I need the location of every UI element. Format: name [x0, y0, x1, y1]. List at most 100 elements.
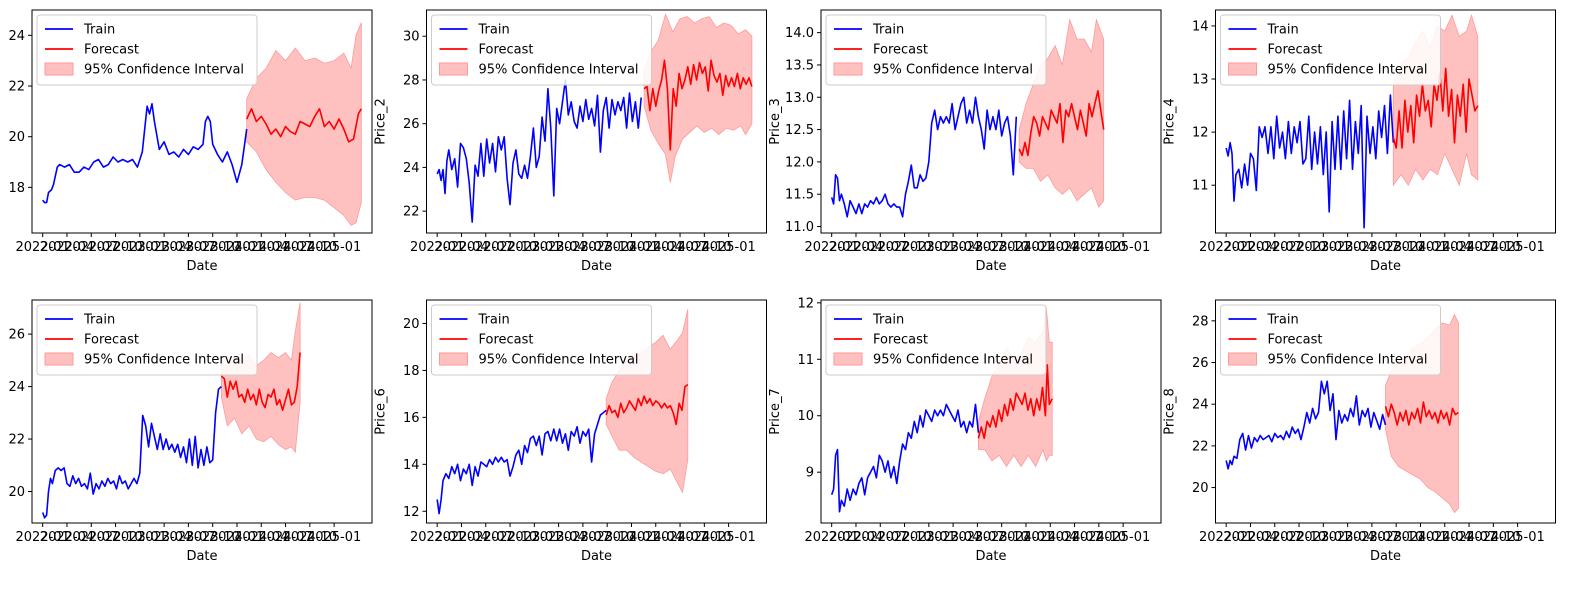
x-tick-label: 2024-01 [1393, 530, 1447, 545]
x-tick-label: 2023-10 [1369, 240, 1423, 255]
legend-box [1220, 304, 1441, 376]
y-tick-label: 20 [1192, 481, 1209, 496]
legend: Train Forecast 95% Confidence Interval [431, 304, 652, 376]
y-axis-label: Price_2 [374, 98, 389, 144]
y-tick-label: 14.0 [785, 26, 814, 41]
x-tick-label: 2024-04 [234, 240, 288, 255]
axes-frame [31, 299, 373, 524]
x-tick-label: 2024-04 [1023, 240, 1077, 255]
legend: Train Forecast 95% Confidence Interval [1220, 304, 1441, 376]
x-tick-label: 2022-01 [410, 240, 464, 255]
x-tick-label: 2022-10 [1272, 530, 1326, 545]
axes-frame [426, 299, 767, 524]
axes-frame [820, 9, 1162, 234]
y-tick-label: 28 [1192, 314, 1209, 329]
x-tick-label: 2023-01 [113, 530, 167, 545]
train-line [42, 103, 248, 204]
x-tick-label: 2024-10 [677, 240, 731, 255]
y-tick-label: 13.5 [785, 58, 814, 73]
x-tick-label: 2024-01 [604, 530, 658, 545]
x-tick-label: 2023-01 [113, 240, 167, 255]
x-tick-label: 2024-07 [1047, 530, 1101, 545]
x-tick-label: 2024-04 [1023, 530, 1077, 545]
legend: Train Forecast 95% Confidence Interval [36, 14, 258, 86]
x-tick-label: 2022-10 [88, 530, 142, 545]
chart-panel-6: 12141618202022-012022-042022-072022-1020… [374, 299, 767, 564]
x-tick-label: 2022-04 [829, 240, 883, 255]
x-tick-label: 2023-04 [531, 530, 585, 545]
x-tick-label: 2023-04 [926, 530, 980, 545]
y-axis-label: Price_7 [768, 388, 783, 434]
x-tick-label: 2022-10 [483, 530, 537, 545]
x-tick-label: 2023-10 [580, 240, 634, 255]
y-tick-label: 11 [797, 353, 814, 368]
y-tick-label: 26 [403, 117, 420, 132]
y-tick-label: 12.5 [785, 123, 814, 138]
x-tick-label: 2023-07 [950, 240, 1004, 255]
x-tick-label: 2023-10 [975, 530, 1029, 545]
train-line [436, 79, 642, 223]
chart-panel-5: 202224262022-012022-042022-072022-102023… [8, 299, 373, 564]
forecast-line [1384, 401, 1459, 426]
y-tick-label: 16 [403, 411, 420, 426]
x-tick-label: 2023-01 [507, 240, 561, 255]
legend-box [431, 14, 652, 86]
x-tick-label: 2023-01 [507, 530, 561, 545]
legend-label-ci: 95% Confidence Interval [479, 353, 639, 368]
legend-swatch-ci [439, 352, 468, 366]
x-tick-label: 2024-01 [999, 530, 1053, 545]
forecast-line [605, 383, 689, 426]
x-tick-label: 2025-01 [1096, 530, 1150, 545]
legend-swatch-ci [44, 62, 74, 76]
legend-label-forecast: Forecast [479, 43, 534, 58]
legend-box [36, 304, 258, 376]
x-tick-label: 2024-10 [1466, 240, 1520, 255]
legend-label-ci: 95% Confidence Interval [84, 353, 244, 368]
x-tick-label: 2022-01 [805, 530, 859, 545]
y-tick-label: 18 [403, 364, 420, 379]
legend: Train Forecast 95% Confidence Interval [1220, 14, 1441, 86]
x-tick-label: 2023-01 [1296, 240, 1350, 255]
x-tick-label: 2024-04 [234, 530, 288, 545]
x-tick-label: 2023-10 [580, 530, 634, 545]
x-tick-label: 2022-10 [1272, 240, 1326, 255]
x-axis-label: Date [186, 259, 217, 274]
y-tick-label: 22 [1192, 439, 1209, 454]
x-tick-label: 2023-01 [902, 530, 956, 545]
axes-frame [1215, 299, 1556, 524]
legend-label-train: Train [872, 313, 904, 328]
x-tick-label: 2025-01 [1490, 240, 1544, 255]
x-tick-label: 2023-04 [1320, 240, 1374, 255]
x-tick-label: 2023-07 [161, 530, 215, 545]
x-tick-label: 2022-01 [1199, 240, 1253, 255]
y-tick-label: 28 [403, 73, 420, 88]
x-tick-label: 2022-04 [40, 240, 94, 255]
legend-label-train: Train [1267, 23, 1299, 38]
legend-label-train: Train [872, 23, 904, 38]
x-tick-label: 2022-04 [1223, 240, 1277, 255]
legend: Train Forecast 95% Confidence Interval [825, 14, 1047, 86]
x-tick-label: 2022-01 [1199, 530, 1253, 545]
y-axis-label: Price_4 [1163, 98, 1178, 144]
x-axis-label: Date [1370, 259, 1401, 274]
x-tick-label: 2023-04 [137, 530, 191, 545]
legend-label-forecast: Forecast [873, 333, 928, 348]
y-tick-label: 11.5 [785, 188, 814, 203]
x-tick-label: 2022-01 [16, 240, 70, 255]
x-tick-label: 2024-01 [604, 240, 658, 255]
y-tick-label: 20 [8, 130, 25, 145]
train-line [1225, 380, 1387, 470]
x-tick-label: 2023-07 [556, 240, 610, 255]
axes-frame [31, 9, 373, 234]
legend-label-ci: 95% Confidence Interval [1268, 63, 1428, 78]
x-tick-label: 2023-10 [186, 240, 240, 255]
legend-box [825, 304, 1047, 376]
x-axis-label: Date [975, 549, 1006, 564]
train-line [830, 403, 980, 513]
x-tick-label: 2024-07 [1442, 530, 1496, 545]
x-axis-label: Date [975, 259, 1006, 274]
y-tick-label: 30 [403, 30, 420, 45]
y-tick-label: 12 [403, 505, 420, 520]
legend-box [1220, 14, 1441, 86]
train-line [1225, 94, 1395, 229]
